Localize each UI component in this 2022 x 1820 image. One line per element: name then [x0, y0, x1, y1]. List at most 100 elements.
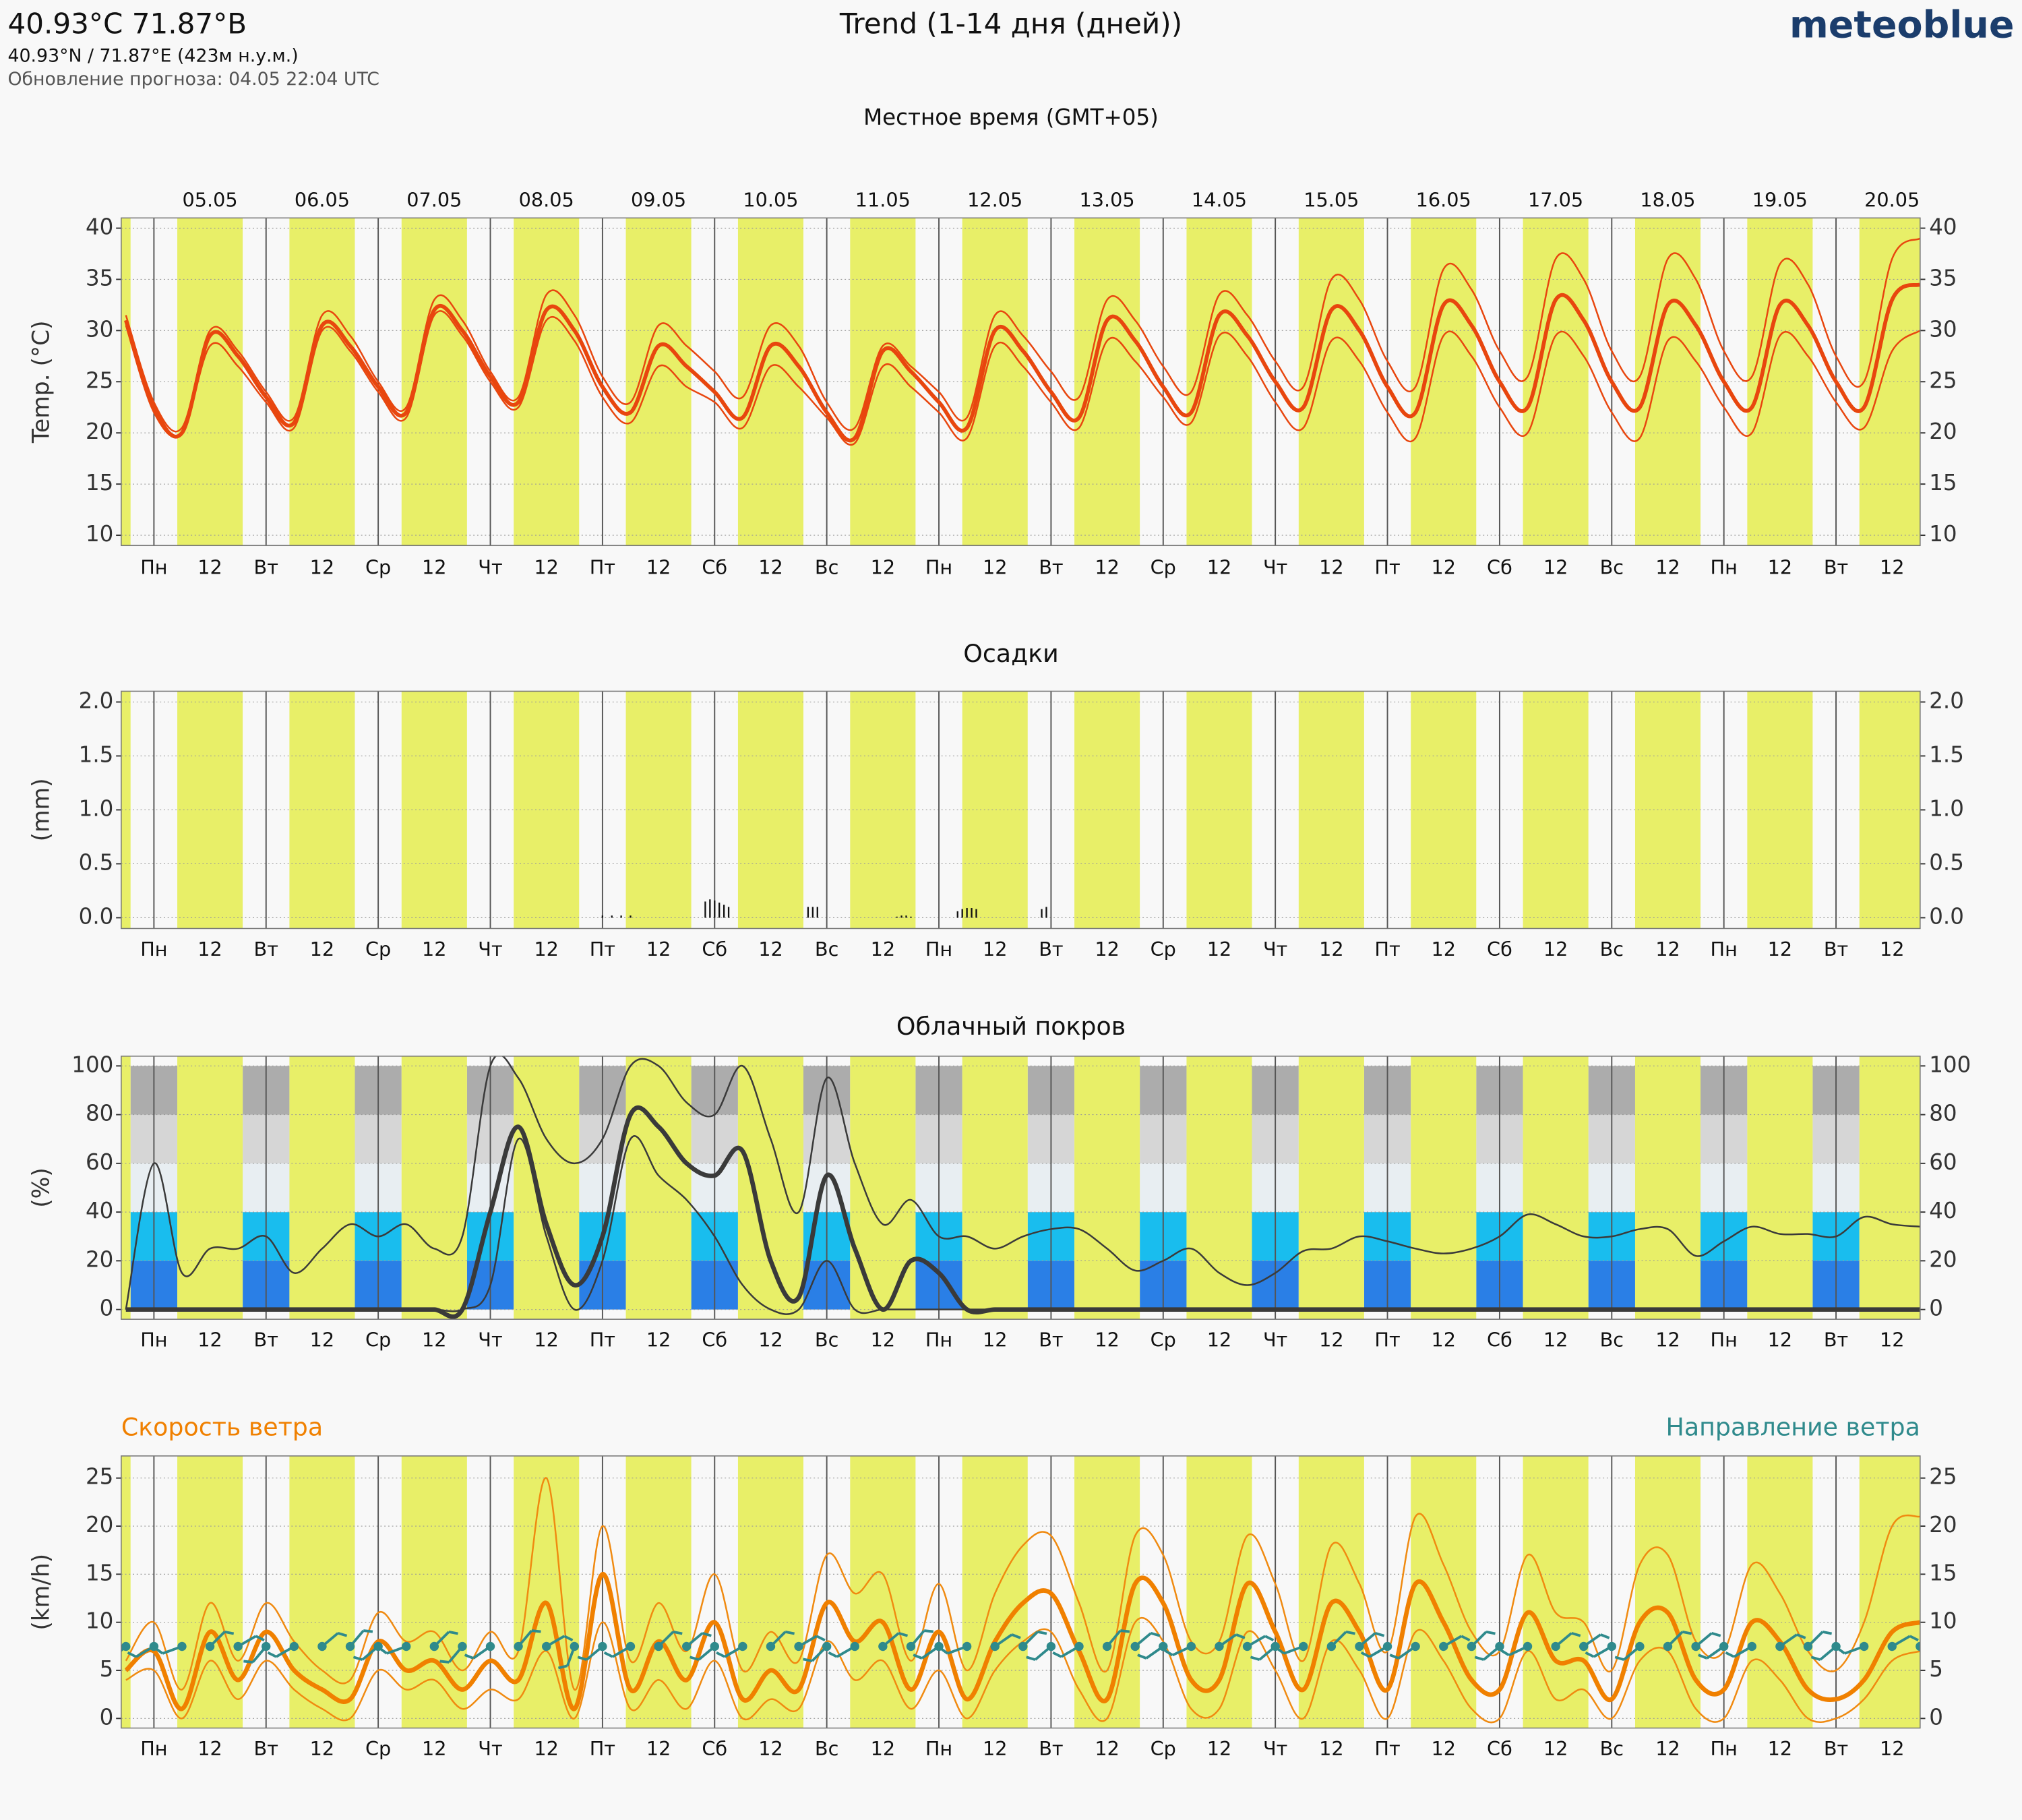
x-tick-label: 12 [310, 938, 335, 961]
logo[interactable]: meteoblue [1789, 3, 2015, 47]
x-tick-label: 12 [871, 938, 896, 961]
x-tick-label: 12 [1655, 556, 1680, 579]
y-tick-label: 10 [1929, 1608, 1957, 1634]
wind-direction [716, 1641, 747, 1658]
wind-direction [1137, 1641, 1168, 1660]
y-tick-label: 25 [1929, 367, 1957, 393]
time-axis-label: Местное время (GMT+05) [863, 104, 1159, 130]
wind-barb-tick [439, 1660, 450, 1664]
x-tick-label: Ср [365, 938, 391, 961]
date-label: 16.05 [1416, 188, 1471, 211]
wind-direction [121, 1641, 131, 1661]
daylight [514, 691, 580, 929]
daylight [401, 1455, 467, 1728]
wind-barb-tick [577, 1656, 587, 1662]
x-tick-label: Пт [590, 1329, 615, 1352]
wind-dot [1803, 1641, 1813, 1651]
wind-barb-tick [1500, 1649, 1510, 1657]
x-tick-label: Вт [254, 556, 278, 579]
x-tick-label: 12 [1880, 1329, 1905, 1352]
wind-dot [906, 1641, 916, 1651]
daylight [1747, 218, 1813, 546]
wind-dot [1046, 1641, 1056, 1651]
wind-barb-tick [1235, 1633, 1246, 1639]
daylight [625, 1056, 692, 1320]
wind-barb-tick [785, 1630, 795, 1635]
wind-direction [1275, 1641, 1308, 1655]
wind-direction [766, 1630, 795, 1651]
daylight [121, 1455, 131, 1728]
daylight [1523, 218, 1589, 546]
y-tick-label: 100 [1929, 1052, 1971, 1077]
x-tick-label: Пт [1374, 556, 1400, 579]
x-tick-label: Вт [1039, 1329, 1063, 1352]
wind-direction [803, 1641, 832, 1663]
x-tick-label: 12 [1207, 556, 1232, 579]
wind-direction [1836, 1641, 1869, 1655]
precip-bar [704, 901, 706, 918]
wind-direction [1163, 1641, 1196, 1657]
wind-direction [154, 1641, 187, 1655]
precip-bar [714, 900, 716, 918]
y-tick-label: 80 [1929, 1101, 1957, 1126]
wind-dot [289, 1641, 299, 1651]
chart-title: Trend (1-14 дня (дней)) [839, 7, 1182, 40]
wind-direction [906, 1629, 934, 1651]
date-label: 05.05 [182, 188, 237, 211]
y-tick-label: 25 [86, 1464, 113, 1490]
x-tick-label: Пн [140, 938, 167, 961]
wind-direction [1698, 1641, 1729, 1660]
wind-direction [828, 1641, 859, 1658]
wind-barb-tick [1026, 1656, 1036, 1662]
wind-dot [262, 1641, 271, 1651]
x-tick-label: Пн [1711, 938, 1738, 961]
wind-dot [1607, 1641, 1617, 1651]
y-tick-label: 5 [1929, 1656, 1943, 1682]
y-tick-label: 40 [1929, 1198, 1957, 1223]
wind-direction [1663, 1630, 1692, 1651]
y-tick-label: 5 [100, 1656, 114, 1682]
x-tick-label: 12 [1655, 1737, 1680, 1760]
x-tick-label: 12 [983, 1329, 1008, 1352]
wind-direction [1130, 1631, 1161, 1651]
daylight [1186, 1056, 1252, 1320]
wind-direction [1052, 1641, 1084, 1658]
wind-barb-tick [1052, 1651, 1062, 1658]
plot-frame [121, 690, 1921, 930]
daylight [121, 1056, 131, 1320]
wind-dot [1467, 1641, 1477, 1651]
wind-direction [1250, 1641, 1280, 1662]
x-tick-label: 12 [1431, 1737, 1456, 1760]
wind-barb-tick [448, 1630, 458, 1635]
x-tick-label: Ср [365, 556, 391, 579]
y-tick-label: 20 [86, 1512, 113, 1538]
y-tick-label: 2.0 [79, 688, 114, 713]
wind-barb-tick [353, 1656, 363, 1662]
daylight [1859, 1455, 1920, 1728]
x-tick-label: 12 [983, 938, 1008, 961]
wind-dot [1355, 1641, 1364, 1651]
wind-dot [1074, 1641, 1084, 1651]
wind-direction [1887, 1635, 1919, 1651]
x-tick-label: Вт [1039, 556, 1063, 579]
precip-bar [620, 915, 622, 918]
wind-direction [1803, 1630, 1833, 1651]
y-tick-label: 80 [86, 1101, 113, 1126]
x-tick-label: Пн [140, 556, 167, 579]
wind-barb-tick [563, 1635, 574, 1642]
precip-bar [630, 915, 632, 918]
location-title: 40.93°C 71.87°В [7, 7, 247, 40]
x-tick-label: 12 [1543, 556, 1568, 579]
y-tick-label: 20 [1929, 1246, 1957, 1272]
wind-dot [1411, 1641, 1420, 1651]
wind-dot [1775, 1641, 1785, 1651]
y-tick-label: 30 [86, 316, 113, 342]
wind-direction [464, 1641, 495, 1660]
wind-dot [1859, 1641, 1869, 1651]
x-tick-label: 12 [758, 1329, 783, 1352]
daylight [1298, 1455, 1364, 1728]
wind-dot [1635, 1641, 1645, 1651]
wind-dot [1439, 1641, 1448, 1651]
wind-direction [1474, 1641, 1504, 1662]
